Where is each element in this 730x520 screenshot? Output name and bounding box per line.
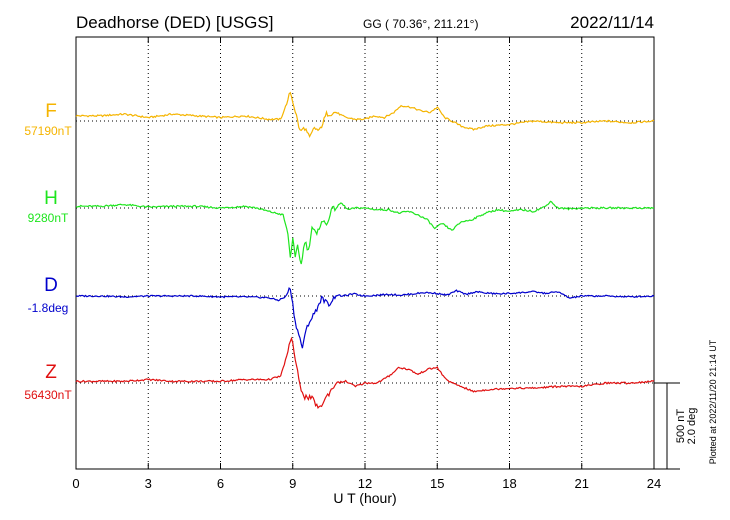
x-tick-label-24: 24 — [647, 476, 661, 491]
x-tick-label-12: 12 — [358, 476, 372, 491]
x-tick-label-18: 18 — [502, 476, 516, 491]
x-axis-ticks: 0 3 6 9 12 15 18 21 24 — [72, 37, 661, 491]
x-tick-label-3: 3 — [145, 476, 152, 491]
station-title: Deadhorse (DED) [USGS] — [76, 13, 273, 32]
series-labels: F 57190nT H 9280nT D -1.8deg Z 56430nT — [24, 101, 72, 402]
series-line-f — [75, 91, 655, 138]
series-line-d — [75, 286, 655, 349]
plot-date: 2022/11/14 — [570, 13, 654, 32]
series-baseline-value-h: 9280nT — [28, 211, 69, 225]
x-tick-label-21: 21 — [575, 476, 589, 491]
x-tick-label-9: 9 — [289, 476, 296, 491]
series-lines — [75, 91, 655, 410]
series-baseline-value-d: -1.8deg — [28, 301, 69, 315]
station-coords: GG ( 70.36°, 211.21°) — [363, 17, 478, 31]
x-axis-label: U T (hour) — [333, 490, 396, 506]
plotted-timestamp: Plotted at 2022/11/20 21:14 UT — [708, 339, 718, 464]
x-tick-label-0: 0 — [72, 476, 79, 491]
scale-bar — [654, 382, 680, 470]
grid-lines — [147, 37, 583, 469]
x-tick-label-15: 15 — [430, 476, 444, 491]
series-line-h — [75, 200, 655, 265]
series-line-z — [75, 336, 655, 410]
series-name-d: D — [44, 275, 58, 296]
series-name-f: F — [45, 101, 57, 122]
baselines — [76, 120, 654, 384]
x-tick-label-6: 6 — [217, 476, 224, 491]
series-baseline-value-f: 57190nT — [24, 124, 72, 138]
scale-deg-label: 2.0 deg — [686, 408, 698, 445]
series-name-h: H — [44, 188, 58, 209]
scale-nt-label: 500 nT — [675, 409, 687, 444]
series-baseline-value-z: 56430nT — [24, 388, 72, 402]
series-name-z: Z — [45, 362, 57, 383]
